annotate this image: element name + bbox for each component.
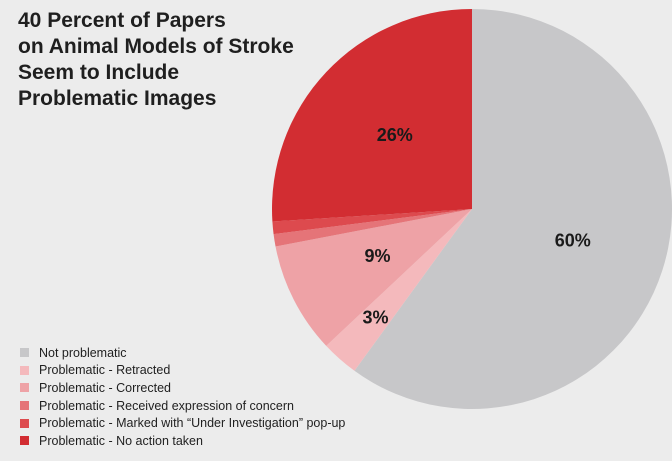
pie-slice-problematic-received-expression-of-concern [273, 209, 472, 247]
pie-slice-not-problematic [354, 9, 672, 409]
chart-title: 40 Percent of Papers on Animal Models of… [18, 8, 348, 112]
slice-percent-label: 3% [362, 307, 388, 327]
slice-percent-label: 9% [365, 246, 391, 266]
legend-item-not-problematic: Not problematic [20, 344, 345, 362]
legend-label: Problematic - No action taken [39, 433, 203, 448]
legend-swatch [20, 383, 29, 393]
slice-percent-label: 26% [377, 125, 413, 145]
legend-swatch [20, 365, 29, 375]
chart-title-line: Problematic Images [18, 87, 217, 110]
pie-slice-problematic-marked-with-under-investigation-pop-up [272, 209, 472, 235]
legend-label: Problematic - Retracted [39, 363, 171, 378]
legend-label: Not problematic [39, 345, 127, 360]
legend: Not problematic Problematic - Retracted … [20, 344, 345, 450]
legend-label: Problematic - Corrected [39, 380, 171, 395]
legend-item-retracted: Problematic - Retracted [20, 362, 345, 380]
legend-item-expression-of-concern: Problematic - Received expression of con… [20, 397, 345, 415]
chart-title-line: 40 Percent of Papers [18, 9, 226, 32]
legend-swatch [20, 348, 29, 358]
legend-item-under-investigation: Problematic - Marked with “Under Investi… [20, 414, 345, 432]
legend-item-no-action-taken: Problematic - No action taken [20, 432, 345, 450]
chart-title-line: on Animal Models of Stroke [18, 35, 294, 58]
legend-swatch [20, 401, 29, 411]
legend-item-corrected: Problematic - Corrected [20, 379, 345, 397]
legend-label: Problematic - Marked with “Under Investi… [39, 416, 346, 431]
legend-swatch [20, 436, 29, 446]
pie-slice-problematic-retracted [326, 209, 472, 371]
pie-slice-problematic-corrected [275, 209, 472, 346]
slice-percent-label: 60% [555, 231, 591, 251]
legend-swatch [20, 418, 29, 428]
chart-title-line: Seem to Include [18, 61, 180, 84]
pie-slice-problematic-no-action-taken [271, 9, 472, 222]
legend-label: Problematic - Received expression of con… [39, 398, 294, 413]
